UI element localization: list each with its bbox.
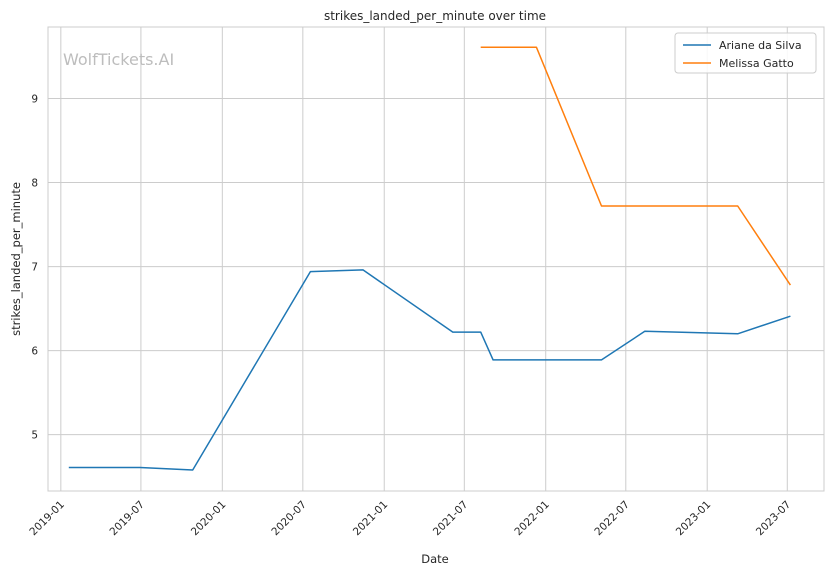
series-lines: [68, 46, 792, 471]
x-axis-label: Date: [421, 552, 449, 566]
series-line-melissa-gatto: [480, 46, 792, 286]
legend-label: Ariane da Silva: [719, 39, 802, 52]
y-tick-label: 8: [31, 178, 38, 190]
y-tick-label: 5: [31, 430, 38, 442]
y-tick-label: 9: [31, 93, 38, 105]
legend-label: Melissa Gatto: [719, 57, 794, 70]
plot-frame: [47, 26, 825, 492]
y-tick-labels: 5 6 7 8 9: [31, 93, 38, 441]
legend: Ariane da Silva Melissa Gatto: [674, 32, 817, 74]
y-tick-label: 6: [31, 346, 38, 358]
grid-lines: [48, 27, 824, 491]
series-line-ariane-da-silva: [68, 269, 791, 471]
y-axis-label: strikes_landed_per_minute: [9, 182, 23, 336]
y-tick-label: 7: [31, 262, 38, 274]
watermark-text: WolfTickets.AI: [63, 50, 174, 69]
chart-title: strikes_landed_per_minute over time: [324, 9, 546, 23]
